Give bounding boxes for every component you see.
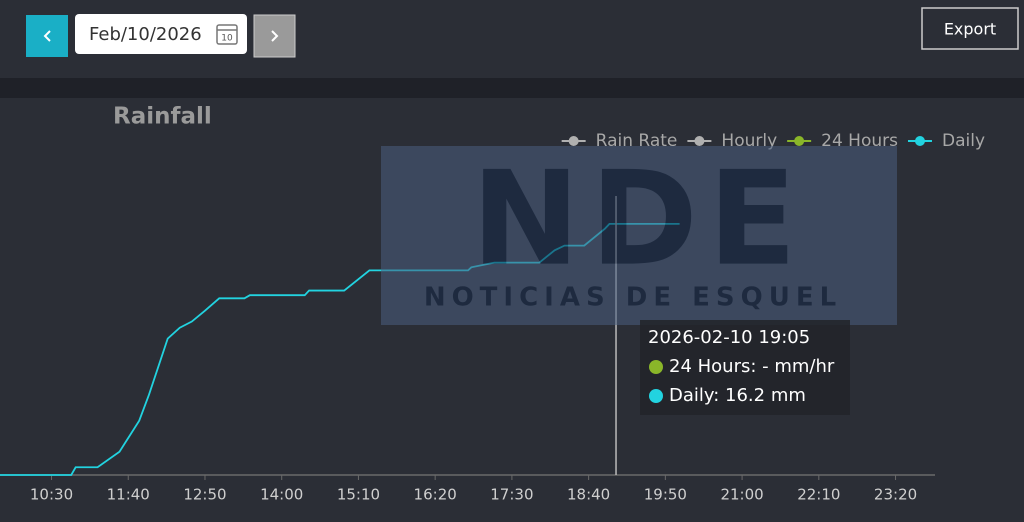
x-tick-label: 19:50 — [644, 486, 687, 504]
x-tick-label: 12:50 — [183, 486, 226, 504]
tooltip-item: Daily: 16.2 mm — [669, 385, 806, 406]
date-text: Feb/10/2026 — [89, 24, 202, 45]
export-label: Export — [944, 20, 996, 39]
tooltip-title: 2026-02-10 19:05 — [648, 327, 810, 348]
tooltip: 2026-02-10 19:05 24 Hours: - mm/hr Daily: … — [640, 320, 850, 415]
legend-marker — [568, 136, 579, 146]
x-tick-label: 14:00 — [260, 486, 303, 504]
x-tick-label: 11:40 — [107, 486, 150, 504]
x-tick-label: 16:20 — [414, 486, 457, 504]
tooltip-dot — [649, 389, 663, 403]
x-tick-label: 22:10 — [797, 486, 840, 504]
next-button[interactable] — [253, 14, 296, 58]
divider — [0, 78, 1024, 98]
chart-title: Rainfall — [113, 104, 212, 130]
tooltip-box — [640, 320, 850, 415]
watermark-caption: NOTICIAS DE ESQUEL — [424, 283, 842, 313]
date-input[interactable]: Feb/10/2026 10 — [75, 14, 247, 54]
legend-marker — [914, 136, 925, 146]
calendar-icon — [216, 24, 238, 45]
watermark: NDE NOTICIAS DE ESQUEL — [381, 143, 897, 325]
export-button[interactable]: Export — [921, 7, 1019, 50]
legend-marker — [694, 136, 705, 146]
x-tick-label: 15:10 — [337, 486, 380, 504]
calendar-day: 10 — [221, 34, 233, 44]
x-tick-label: 21:00 — [720, 486, 763, 504]
tooltip-item: 24 Hours: - mm/hr — [669, 356, 835, 377]
prev-button[interactable] — [26, 15, 68, 57]
x-tick-label: 17:30 — [490, 486, 533, 504]
legend-marker — [794, 136, 805, 146]
legend-label: Daily — [942, 131, 985, 151]
watermark-logo: NDE — [471, 143, 807, 295]
x-tick-label: 18:40 — [567, 486, 610, 504]
tooltip-dot — [649, 360, 663, 374]
x-tick-label: 10:30 — [30, 486, 73, 504]
x-tick-label: 23:20 — [874, 486, 917, 504]
